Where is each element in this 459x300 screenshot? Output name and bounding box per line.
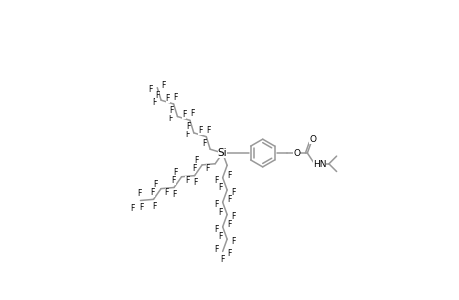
Text: F: F <box>137 189 142 198</box>
Text: F: F <box>218 232 222 241</box>
Text: F: F <box>213 244 218 253</box>
Text: F: F <box>172 190 176 199</box>
Text: F: F <box>194 156 198 165</box>
Text: HN: HN <box>312 160 326 169</box>
Text: F: F <box>226 195 231 204</box>
Text: F: F <box>226 220 231 229</box>
Text: F: F <box>202 139 206 148</box>
Text: F: F <box>173 93 178 102</box>
Text: F: F <box>171 176 175 185</box>
Text: F: F <box>153 180 157 189</box>
Text: F: F <box>206 126 210 135</box>
Text: F: F <box>169 106 174 115</box>
Text: F: F <box>231 188 235 197</box>
Text: F: F <box>185 130 189 140</box>
Text: F: F <box>205 164 209 173</box>
Text: F: F <box>174 168 178 177</box>
Text: O: O <box>292 148 299 158</box>
Text: F: F <box>220 255 224 264</box>
Text: F: F <box>148 85 152 94</box>
Text: F: F <box>213 200 218 209</box>
Text: F: F <box>193 178 197 187</box>
Text: F: F <box>213 225 218 234</box>
Text: F: F <box>231 237 235 246</box>
Text: F: F <box>185 122 190 131</box>
Text: F: F <box>139 203 143 212</box>
Text: F: F <box>218 208 222 217</box>
Text: F: F <box>152 98 157 107</box>
Text: F: F <box>226 249 231 258</box>
Text: F: F <box>226 171 231 180</box>
Text: F: F <box>185 176 189 185</box>
Text: F: F <box>162 81 166 90</box>
Text: F: F <box>218 183 222 192</box>
Text: F: F <box>191 164 196 173</box>
Text: F: F <box>130 204 134 213</box>
Text: Si: Si <box>218 148 227 158</box>
Text: F: F <box>213 176 218 184</box>
Text: F: F <box>198 126 202 135</box>
Text: F: F <box>165 94 169 103</box>
Text: F: F <box>151 188 155 197</box>
Text: F: F <box>168 114 173 123</box>
Text: F: F <box>151 202 156 211</box>
Text: F: F <box>155 91 159 100</box>
Text: F: F <box>231 212 235 221</box>
Text: F: F <box>190 109 194 118</box>
Text: F: F <box>181 110 186 119</box>
Text: O: O <box>308 135 316 144</box>
Text: F: F <box>164 188 168 197</box>
